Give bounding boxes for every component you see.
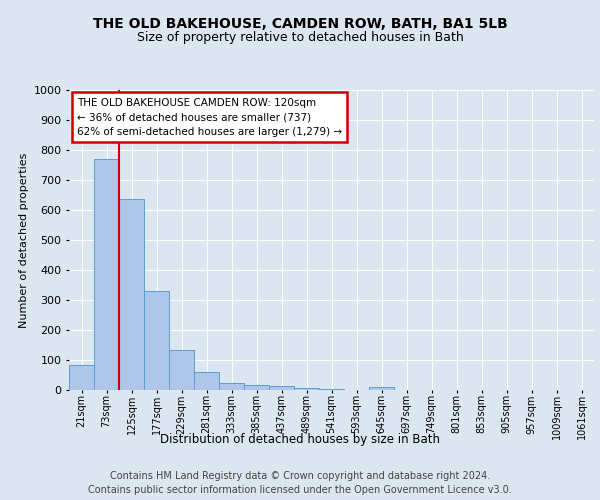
- Y-axis label: Number of detached properties: Number of detached properties: [19, 152, 29, 328]
- Text: Contains HM Land Registry data © Crown copyright and database right 2024.: Contains HM Land Registry data © Crown c…: [110, 471, 490, 481]
- Text: THE OLD BAKEHOUSE CAMDEN ROW: 120sqm
← 36% of detached houses are smaller (737)
: THE OLD BAKEHOUSE CAMDEN ROW: 120sqm ← 3…: [77, 98, 342, 137]
- Bar: [144, 291, 169, 390]
- Bar: [369, 387, 394, 390]
- Bar: [294, 388, 319, 390]
- Bar: [194, 372, 219, 390]
- Text: Size of property relative to detached houses in Bath: Size of property relative to detached ho…: [137, 31, 463, 44]
- Bar: [319, 388, 344, 390]
- Text: Distribution of detached houses by size in Bath: Distribution of detached houses by size …: [160, 432, 440, 446]
- Bar: [94, 159, 119, 390]
- Bar: [219, 384, 244, 390]
- Text: Contains public sector information licensed under the Open Government Licence v3: Contains public sector information licen…: [88, 485, 512, 495]
- Bar: [119, 198, 144, 390]
- Bar: [169, 350, 194, 390]
- Bar: [269, 386, 294, 390]
- Bar: [244, 384, 269, 390]
- Bar: [69, 365, 94, 390]
- Text: THE OLD BAKEHOUSE, CAMDEN ROW, BATH, BA1 5LB: THE OLD BAKEHOUSE, CAMDEN ROW, BATH, BA1…: [92, 18, 508, 32]
